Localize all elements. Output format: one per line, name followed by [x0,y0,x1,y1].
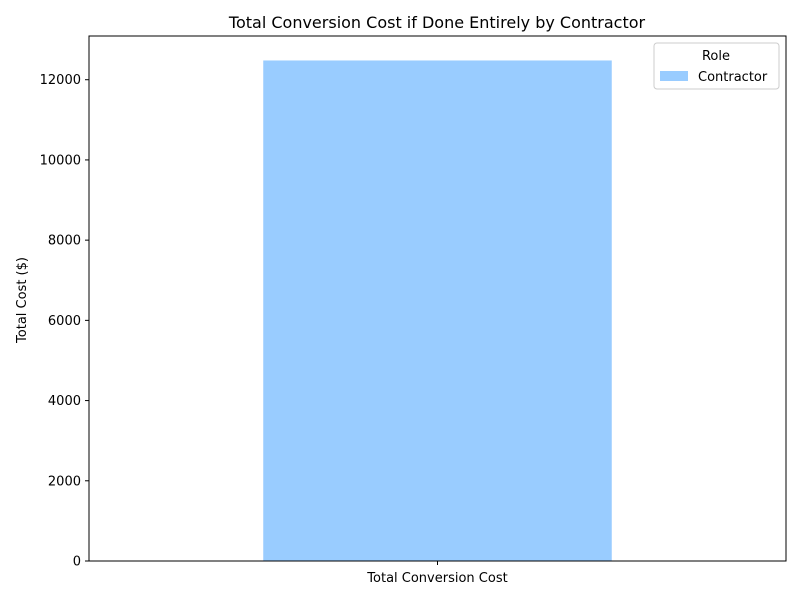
y-tick-label: 4000 [48,394,81,409]
legend-label-contractor: Contractor [698,70,768,85]
y-tick-label: 8000 [48,234,81,249]
legend-title: Role [702,49,730,64]
chart-title: Total Conversion Cost if Done Entirely b… [228,13,646,32]
y-tick-label: 0 [73,555,81,570]
y-tick-label: 6000 [48,314,81,329]
legend-swatch-contractor [660,71,688,81]
y-tick-label: 12000 [40,73,81,88]
bar-contractor [263,60,612,561]
y-tick-label: 2000 [48,474,81,489]
plot-area: 0 2000 4000 6000 8000 10000 12000 Total Convers… [40,35,787,586]
y-tick-label: 10000 [40,153,81,168]
y-axis-label: Total Cost ($) [15,257,30,344]
x-tick-label: Total Conversion Cost [366,571,507,586]
legend: Role Contractor [653,42,780,90]
